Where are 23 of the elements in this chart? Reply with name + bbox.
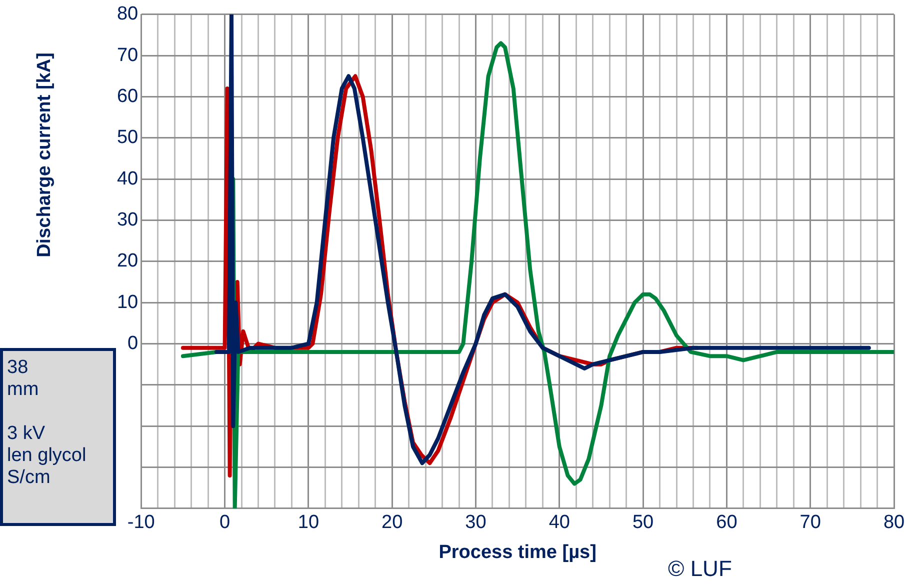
text: 38 mm 3 kV len glycol S/cm bbox=[7, 357, 86, 488]
y-tick-label: 70 bbox=[116, 44, 138, 66]
x-tick-label: 30 bbox=[465, 512, 486, 534]
x-tick-label: 40 bbox=[548, 512, 570, 534]
x-tick-label: 70 bbox=[800, 512, 821, 534]
y-axis-title: Discharge current [kA] bbox=[34, 52, 56, 258]
x-tick-label: 0 bbox=[219, 512, 230, 534]
y-tick-label: 30 bbox=[116, 209, 138, 230]
y-tick-label: 20 bbox=[116, 250, 138, 272]
y-tick-label: 10 bbox=[116, 292, 138, 313]
y-tick-label: 60 bbox=[116, 86, 138, 107]
x-tick-label: 50 bbox=[632, 512, 654, 534]
y-tick-label: 80 bbox=[116, 4, 138, 25]
y-tick-label: 40 bbox=[116, 168, 138, 190]
x-tick-label: 20 bbox=[382, 512, 403, 534]
text: © LUF bbox=[668, 556, 732, 582]
x-tick-label: 60 bbox=[716, 512, 738, 534]
x-tick-label: 80 bbox=[883, 512, 905, 534]
y-tick-label: 50 bbox=[116, 127, 138, 148]
x-tick-label: -10 bbox=[127, 512, 155, 534]
x-axis-title: Process time [µs] bbox=[438, 542, 596, 563]
y-tick-label: 0 bbox=[128, 332, 138, 354]
x-tick-label: 10 bbox=[298, 512, 320, 534]
